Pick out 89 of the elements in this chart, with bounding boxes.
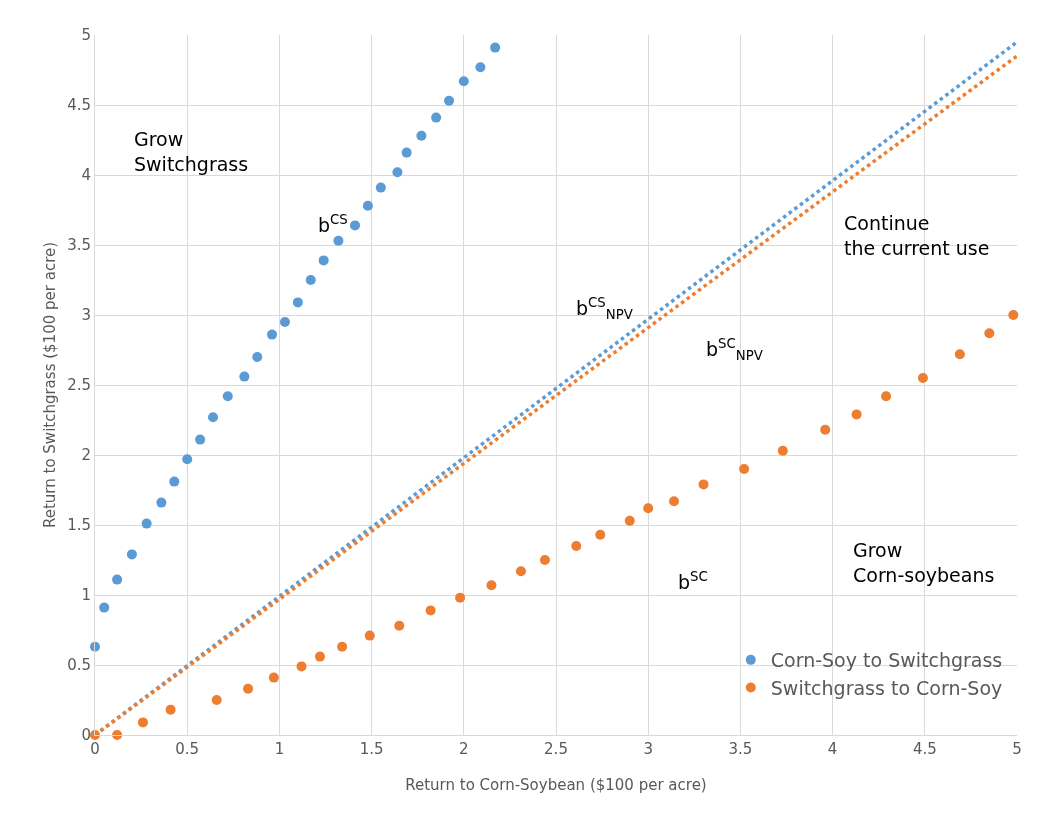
point [375,182,386,193]
point [182,454,193,465]
point [416,130,427,141]
point [394,620,405,631]
x-tick-label: 1.5 [359,740,384,758]
y-tick-label: 1.5 [67,516,91,535]
legend-label: Switchgrass to Corn-Soy [770,676,1003,699]
point [156,497,167,508]
point [252,352,263,362]
point [698,479,709,490]
y-tick-label: 3.5 [67,236,91,255]
point [539,555,550,565]
point [318,255,329,266]
point [333,235,344,246]
point [820,424,831,435]
point [571,541,582,551]
point [624,515,635,526]
point [984,328,995,339]
point [364,630,375,641]
annotation: Grow Corn-soybeans [853,539,995,586]
point [362,200,373,211]
x-tick-label: 4.5 [912,740,937,758]
point [350,220,360,231]
point [490,42,501,53]
point [917,373,928,383]
annotation: Continue the current use [844,212,990,259]
y-tick-label: 2.5 [67,376,91,395]
point [777,445,788,456]
point [475,62,486,73]
point [169,476,180,487]
x-tick-label: 5 [1012,740,1022,758]
point [1008,310,1019,320]
x-axis-title: Return to Corn-Soybean ($100 per acre) [405,776,707,794]
y-tick-label: 3 [81,306,91,325]
point [881,391,892,402]
legend-label: Corn-Soy to Switchgrass [770,649,1003,672]
point [425,605,436,616]
point [208,412,219,423]
y-tick-label: 4.5 [67,96,91,115]
point [851,409,862,420]
point [314,651,325,662]
point [292,297,303,308]
point [279,317,290,327]
point [392,167,403,178]
point [195,434,206,445]
point [458,76,469,87]
y-tick-label: 0.5 [67,656,91,675]
point [211,695,222,705]
x-tick-label: 4 [827,740,838,758]
point [643,503,654,514]
point [137,717,148,728]
point [243,683,254,694]
point [444,95,455,106]
point [305,275,316,285]
point [222,391,233,402]
annotation: b$^{CS}$ [318,212,348,236]
y-tick-label: 2 [81,446,91,465]
point [455,592,466,603]
point [401,147,412,158]
point [515,566,526,577]
point [337,641,348,652]
point [126,549,137,560]
point [268,672,279,683]
x-tick-label: 3.5 [728,740,753,758]
point [595,529,606,540]
y-tick-label: 0 [81,726,91,745]
annotation: b$^{SC}$ [678,569,708,593]
point [739,464,750,474]
point [954,349,965,360]
x-tick-label: 3 [643,740,653,758]
point [112,574,123,585]
point [239,371,250,382]
y-tick-label: 1 [81,586,91,605]
x-tick-label: 2.5 [544,740,568,758]
point [669,496,680,507]
x-tick-label: 2 [459,740,469,758]
point [296,661,307,672]
point [99,602,110,613]
y-tick-label: 5 [81,26,91,45]
point [141,518,152,529]
y-tick-label: 4 [81,166,91,185]
point [267,329,278,340]
x-tick-label: 0.5 [175,740,200,758]
y-axis-title: Return to Switchgrass ($100 per acre) [41,241,59,529]
point [431,112,442,123]
point [486,580,497,591]
point [165,704,176,715]
x-tick-label: 1 [274,740,285,758]
annotation: Grow Switchgrass [134,128,249,175]
